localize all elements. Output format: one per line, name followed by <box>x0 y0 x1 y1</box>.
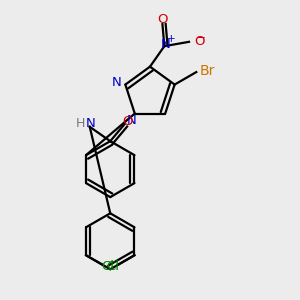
Text: N: N <box>126 113 136 127</box>
Text: Cl: Cl <box>106 260 119 273</box>
Text: N: N <box>161 38 171 51</box>
Text: +: + <box>167 34 175 44</box>
Text: N: N <box>86 117 95 130</box>
Text: O: O <box>157 13 168 26</box>
Text: N: N <box>112 76 122 89</box>
Text: O: O <box>123 115 133 128</box>
Text: O: O <box>194 35 205 48</box>
Text: Br: Br <box>200 64 215 78</box>
Text: H: H <box>76 117 85 130</box>
Text: −: − <box>195 31 205 44</box>
Text: Cl: Cl <box>101 260 114 273</box>
